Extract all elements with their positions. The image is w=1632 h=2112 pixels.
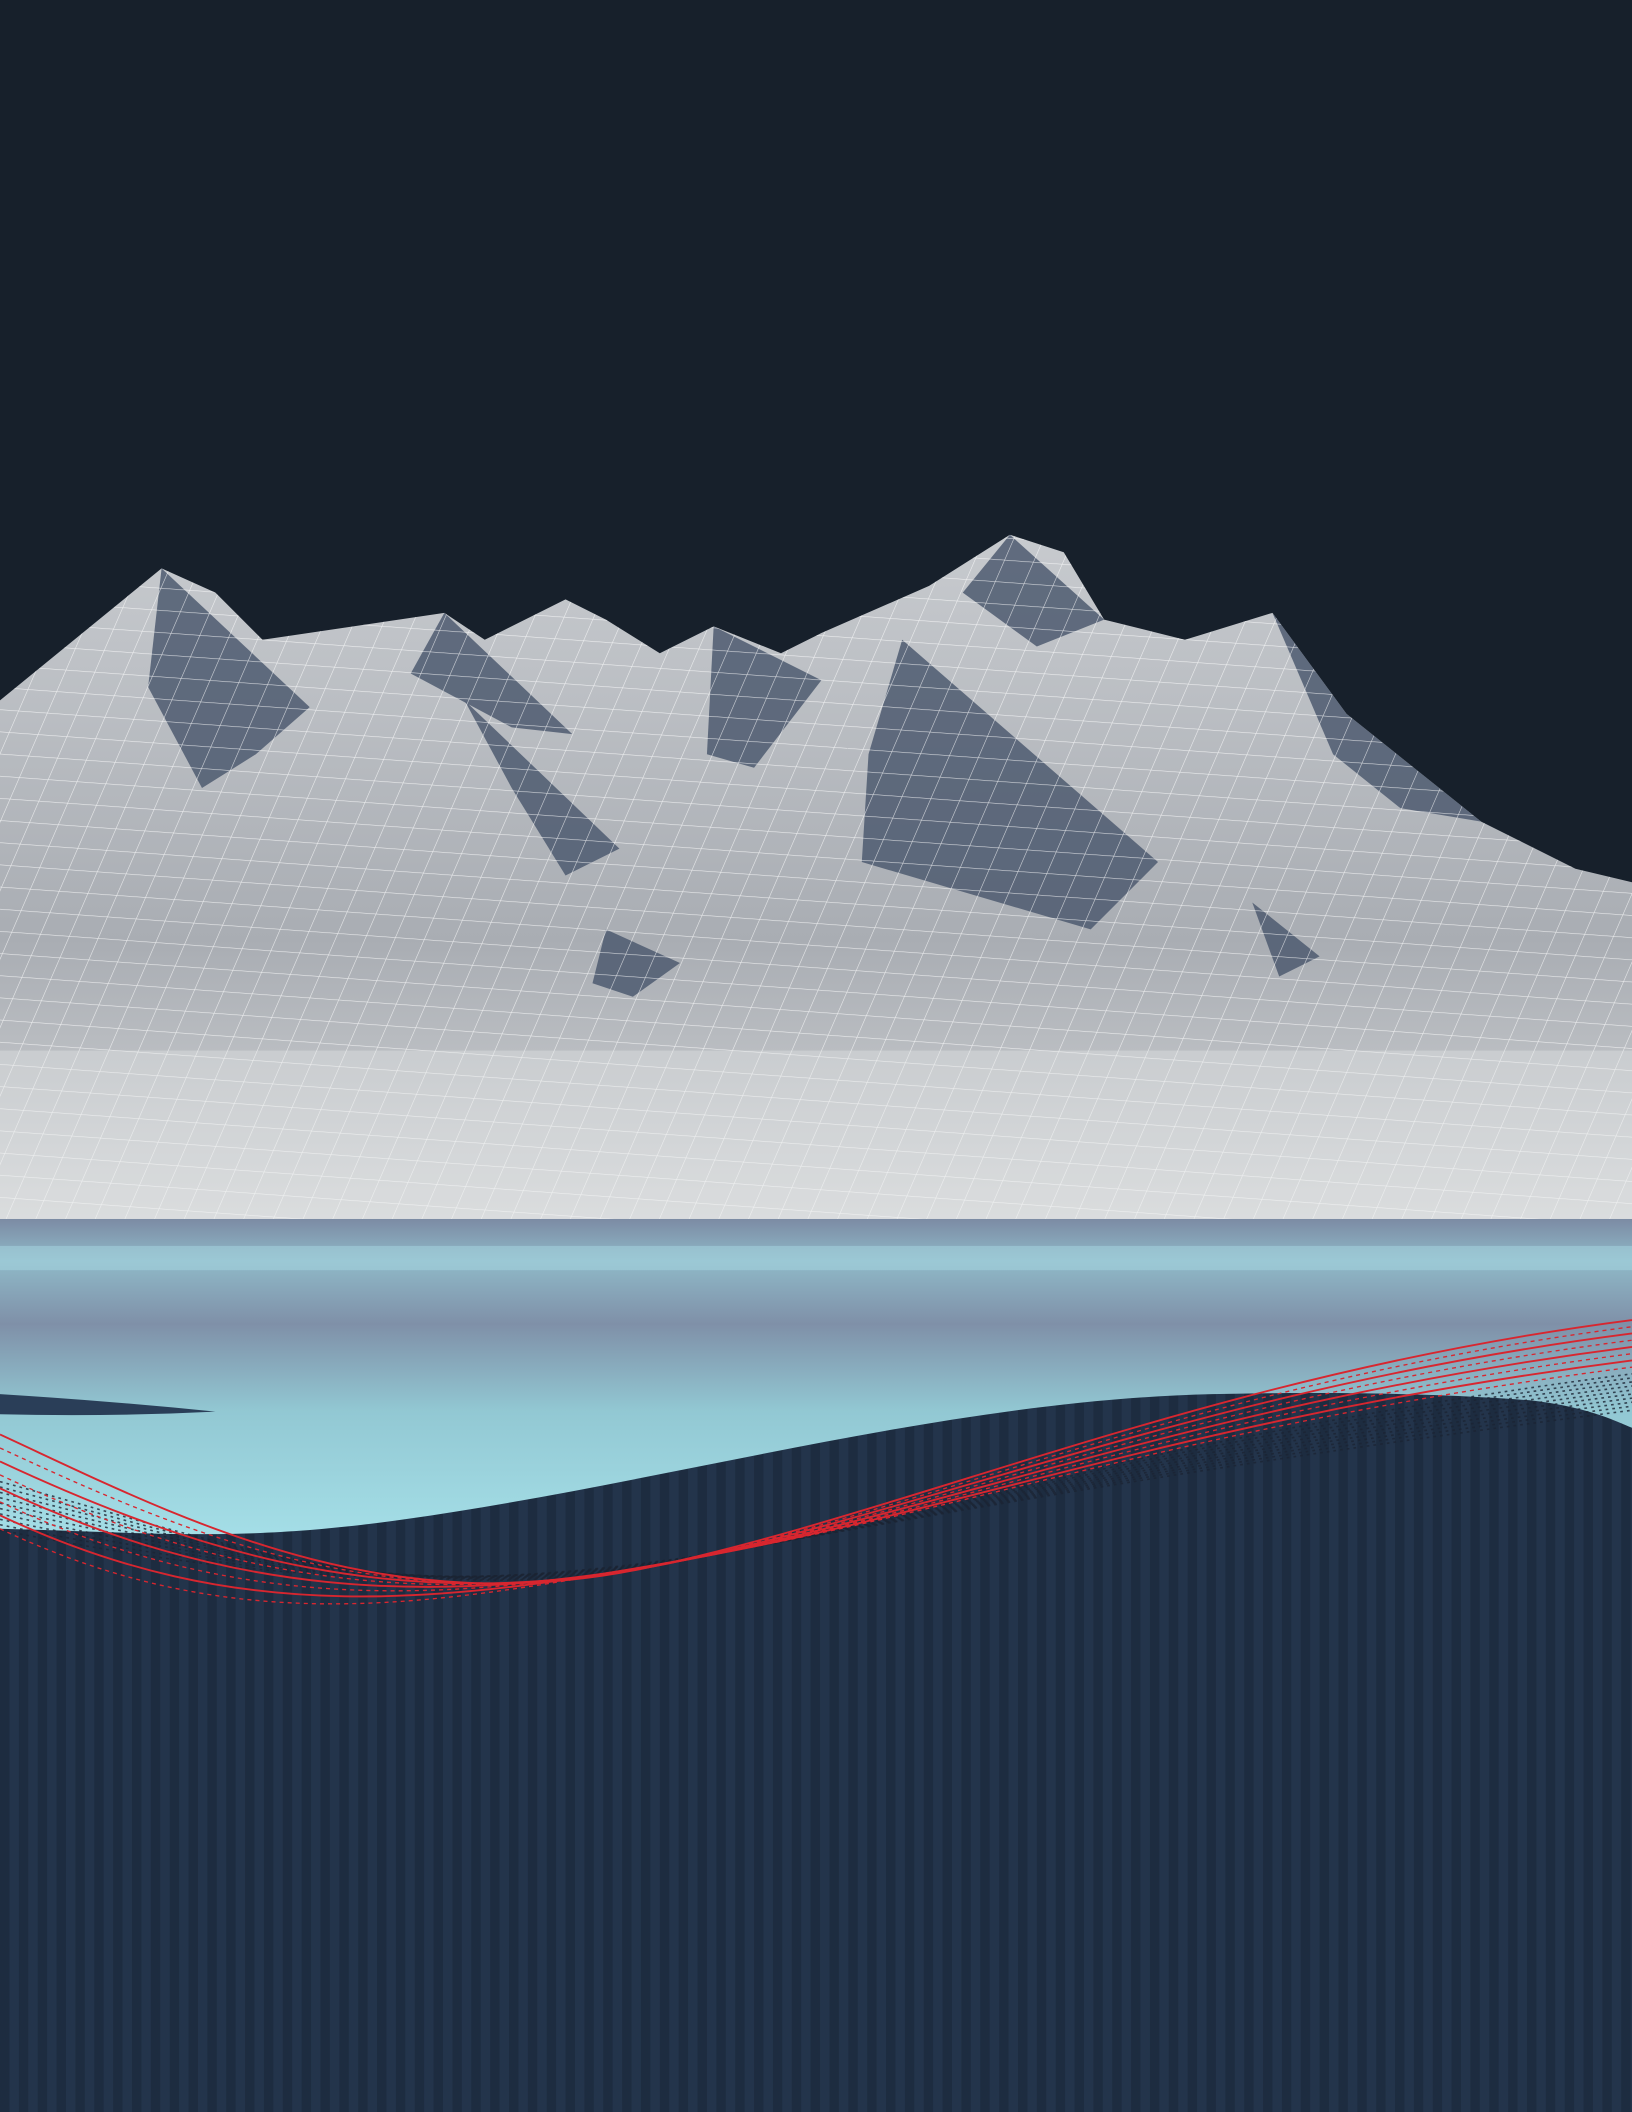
water-shadow [0,1394,216,1416]
dark-wave [0,1377,1632,1581]
dark-wave [0,1373,1632,1581]
mist [0,1050,1632,1219]
red-wave [0,1366,1632,1605]
red-wave [0,1359,1632,1598]
dark-wave [0,1405,1632,1578]
ground [0,1393,1632,2112]
dark-wave [0,1409,1632,1579]
wave-lines [0,1319,1632,1605]
water-shimmer [0,1245,1632,1271]
